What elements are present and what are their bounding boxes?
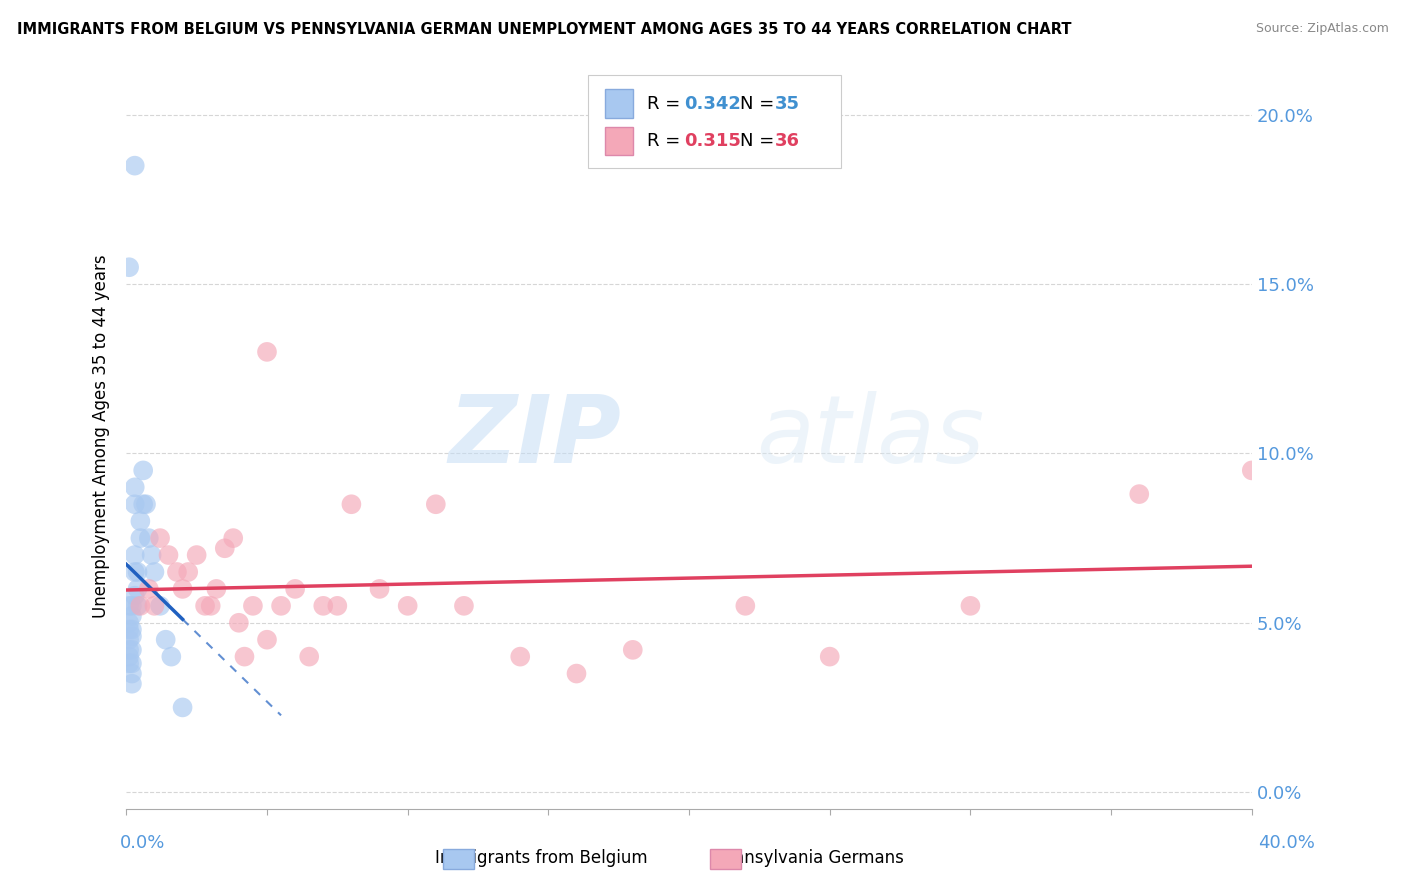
Point [118,643,141,657]
Point [160,649,183,664]
Point [155,632,177,647]
Text: R =: R = [647,95,686,112]
Y-axis label: Unemployment Among Ages 35 to 44 years: Unemployment Among Ages 35 to 44 years [93,255,110,618]
Text: 40.0%: 40.0% [1258,834,1315,852]
Point [121,599,143,613]
Point [425,497,447,511]
Point [818,649,841,664]
Point [621,643,644,657]
Point [124,548,146,562]
Point [222,531,245,545]
Point [138,582,160,596]
Point [200,599,222,613]
Point [121,623,143,637]
Point [118,615,141,630]
Text: 0.0%: 0.0% [120,834,165,852]
Point [135,497,157,511]
Point [124,589,146,603]
Point [368,582,391,596]
Text: atlas: atlas [756,391,984,482]
FancyBboxPatch shape [605,89,633,118]
Point [118,599,141,613]
Point [121,657,143,671]
Point [734,599,756,613]
Point [172,700,194,714]
Text: R =: R = [647,132,686,150]
Point [121,629,143,643]
Point [118,260,141,275]
Point [172,582,194,596]
Point [340,497,363,511]
Point [118,649,141,664]
Point [186,548,208,562]
Point [127,599,149,613]
Point [138,531,160,545]
Point [177,565,200,579]
Point [127,565,149,579]
Point [129,599,152,613]
FancyBboxPatch shape [605,127,633,155]
Text: IMMIGRANTS FROM BELGIUM VS PENNSYLVANIA GERMAN UNEMPLOYMENT AMONG AGES 35 TO 44 : IMMIGRANTS FROM BELGIUM VS PENNSYLVANIA … [17,22,1071,37]
Point [143,565,166,579]
Point [132,463,155,477]
Text: ZIP: ZIP [449,391,621,483]
Point [194,599,217,613]
Point [127,582,149,596]
Point [298,649,321,664]
FancyBboxPatch shape [588,75,841,169]
Point [233,649,256,664]
Point [959,599,981,613]
Point [256,632,278,647]
Point [270,599,292,613]
Point [124,480,146,494]
Point [118,632,141,647]
Point [141,548,163,562]
Point [326,599,349,613]
Point [118,623,141,637]
Text: Source: ZipAtlas.com: Source: ZipAtlas.com [1256,22,1389,36]
Point [143,599,166,613]
Point [1240,463,1263,477]
Point [149,599,172,613]
Text: Pennsylvania Germans: Pennsylvania Germans [713,849,904,867]
Point [228,615,250,630]
Text: N =: N = [740,132,780,150]
Point [312,599,335,613]
Text: 35: 35 [775,95,800,112]
Point [166,565,188,579]
Text: Immigrants from Belgium: Immigrants from Belgium [434,849,648,867]
Point [242,599,264,613]
Text: N =: N = [740,95,780,112]
Point [124,497,146,511]
Point [124,565,146,579]
Text: 0.342: 0.342 [685,95,741,112]
Point [118,657,141,671]
Point [121,609,143,624]
Point [565,666,588,681]
Point [157,548,180,562]
Point [132,497,155,511]
Point [149,531,172,545]
Point [256,344,278,359]
Point [129,531,152,545]
Point [509,649,531,664]
Point [396,599,419,613]
Text: 36: 36 [775,132,800,150]
Text: 0.315: 0.315 [685,132,741,150]
Point [214,541,236,556]
Point [284,582,307,596]
Point [121,677,143,691]
Point [205,582,228,596]
Point [453,599,475,613]
Point [129,514,152,528]
Point [121,643,143,657]
Point [121,666,143,681]
Point [124,159,146,173]
Point [1128,487,1150,501]
